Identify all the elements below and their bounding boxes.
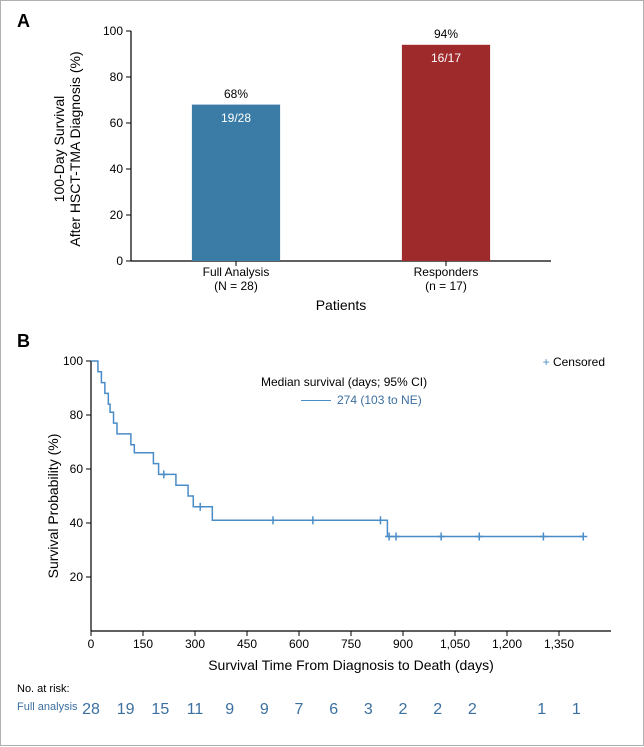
risk-value: 2: [423, 701, 453, 719]
median-value-text: 274 (103 to NE): [337, 393, 422, 407]
y-tick-label: 80: [93, 70, 123, 84]
y-tick-label: 100: [53, 354, 83, 368]
bar-top-label: 68%: [206, 87, 266, 101]
bar-top-label: 94%: [416, 27, 476, 41]
panel-a-x-label: Patients: [131, 297, 551, 313]
x-tick-label: 0: [69, 637, 113, 651]
y-tick-label: 40: [53, 516, 83, 530]
x-category-label: Full Analysis(N = 28): [176, 265, 296, 294]
x-category-label: Responders(n = 17): [386, 265, 506, 294]
bar-inner-label: 16/17: [416, 51, 476, 65]
risk-value: 7: [284, 701, 314, 719]
y-tick-label: 20: [93, 208, 123, 222]
bar-inner-label: 19/28: [206, 111, 266, 125]
panel-a: 100-Day Survival After HSCT-TMA Diagnosi…: [1, 1, 644, 311]
x-tick-label: 300: [173, 637, 217, 651]
x-tick-label: 1,200: [485, 637, 529, 651]
risk-value: 1: [527, 701, 557, 719]
risk-value: 19: [111, 701, 141, 719]
risk-row-label: Full analysis: [17, 701, 78, 713]
line-icon: [301, 400, 331, 401]
y-tick-label: 60: [53, 462, 83, 476]
risk-value: 15: [145, 701, 175, 719]
x-tick-label: 150: [121, 637, 165, 651]
x-tick-label: 450: [225, 637, 269, 651]
median-label: Median survival (days; 95% CI): [261, 375, 427, 389]
y-tick-label: 100: [93, 24, 123, 38]
x-tick-label: 1,350: [537, 637, 581, 651]
risk-value: 6: [319, 701, 349, 719]
censored-text: Censored: [553, 355, 605, 369]
risk-value: 9: [249, 701, 279, 719]
risk-value: 28: [76, 701, 106, 719]
risk-value: 2: [457, 701, 487, 719]
censored-legend: + Censored: [543, 355, 605, 369]
x-tick-label: 750: [329, 637, 373, 651]
risk-value: 1: [561, 701, 591, 719]
x-tick-label: 600: [277, 637, 321, 651]
risk-title: No. at risk:: [17, 683, 70, 695]
figure-container: A 100-Day Survival After HSCT-TMA Diagno…: [0, 0, 644, 746]
y-tick-label: 40: [93, 162, 123, 176]
x-tick-label: 900: [381, 637, 425, 651]
y-tick-label: 0: [93, 254, 123, 268]
panel-b: Survival Probability (%) 204060801000150…: [1, 331, 644, 747]
risk-value: 11: [180, 701, 210, 719]
x-tick-label: 1,050: [433, 637, 477, 651]
risk-value: 3: [353, 701, 383, 719]
y-tick-label: 60: [93, 116, 123, 130]
censored-plus-icon: +: [543, 355, 550, 369]
y-tick-label: 20: [53, 570, 83, 584]
risk-value: 9: [215, 701, 245, 719]
y-tick-label: 80: [53, 408, 83, 422]
median-value: 274 (103 to NE): [301, 393, 422, 407]
risk-value: 2: [388, 701, 418, 719]
panel-b-x-label: Survival Time From Diagnosis to Death (d…: [91, 657, 611, 673]
